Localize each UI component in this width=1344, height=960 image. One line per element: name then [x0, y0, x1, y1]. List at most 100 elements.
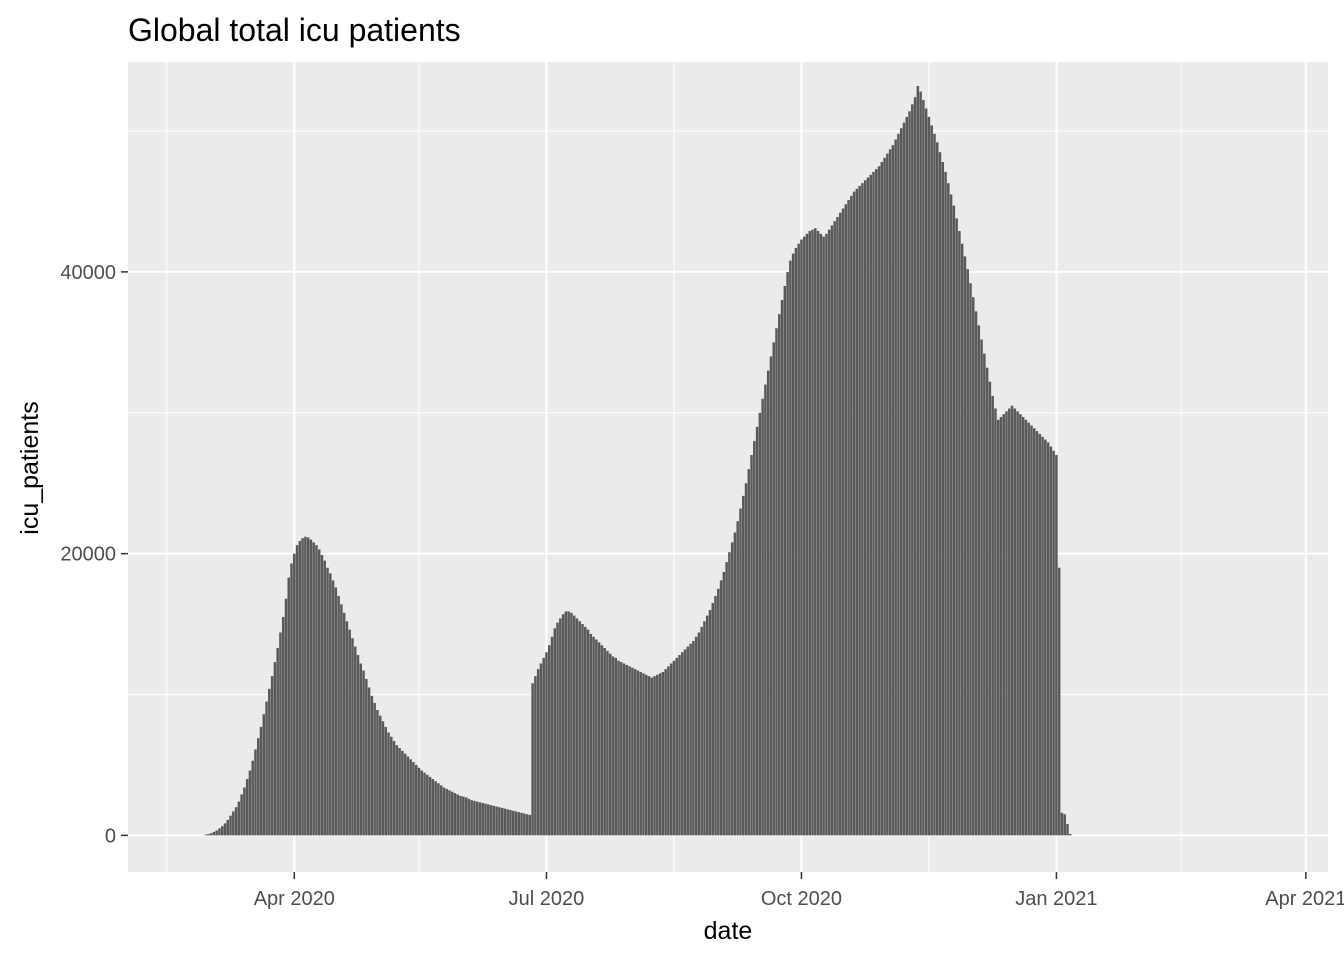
bar — [234, 807, 238, 836]
x-tick-label: Oct 2020 — [761, 888, 842, 910]
bar — [972, 297, 975, 836]
bar — [744, 483, 748, 836]
bar — [733, 532, 737, 836]
bar — [983, 353, 986, 836]
bar — [251, 760, 254, 836]
bar — [431, 779, 435, 836]
bar — [1038, 433, 1042, 836]
bar — [1046, 442, 1050, 836]
bar — [858, 185, 861, 836]
bar — [362, 670, 365, 836]
bar — [559, 618, 562, 836]
bar — [462, 796, 465, 836]
bar — [850, 195, 853, 836]
bar — [273, 662, 277, 836]
bar — [935, 142, 939, 836]
bar — [542, 657, 545, 836]
bar — [1060, 812, 1064, 836]
bar — [489, 805, 493, 836]
bar — [642, 673, 645, 836]
bar — [365, 679, 368, 836]
bar — [345, 621, 349, 836]
bar — [891, 145, 895, 836]
bar — [265, 701, 268, 836]
bar — [963, 256, 967, 836]
bar — [658, 673, 662, 836]
bar — [758, 412, 762, 836]
bar — [947, 183, 950, 836]
bar — [711, 602, 714, 836]
bar — [996, 419, 1000, 836]
bar — [545, 652, 548, 836]
bar — [337, 595, 340, 836]
bar — [833, 221, 836, 836]
bar — [575, 618, 579, 836]
bar — [564, 611, 568, 836]
bar — [1069, 833, 1072, 836]
bar — [293, 553, 296, 836]
bar — [1008, 408, 1011, 836]
bar — [841, 208, 845, 836]
bar — [1019, 414, 1022, 836]
bar — [553, 628, 557, 836]
bar — [331, 580, 335, 836]
bar — [783, 285, 787, 836]
bar — [1052, 450, 1055, 836]
bar — [359, 663, 363, 836]
bar — [631, 667, 634, 836]
bar — [852, 191, 856, 836]
bar — [592, 636, 595, 836]
bar — [309, 539, 313, 836]
bar — [498, 807, 501, 836]
bar — [700, 626, 703, 836]
bar — [406, 756, 410, 836]
bar — [1024, 419, 1028, 836]
bar — [487, 804, 490, 836]
bar — [636, 670, 640, 836]
bar — [207, 833, 210, 836]
bar — [434, 781, 437, 836]
bar — [348, 629, 351, 836]
bar — [694, 636, 698, 836]
bar — [589, 633, 593, 836]
bar — [475, 801, 479, 836]
bar — [1021, 416, 1025, 836]
bar — [597, 642, 601, 836]
bar — [761, 398, 764, 836]
bar — [511, 810, 515, 836]
bar — [924, 108, 928, 836]
bar — [445, 788, 448, 836]
bar — [827, 229, 831, 836]
bar — [938, 152, 942, 836]
bar — [775, 328, 778, 836]
bar — [639, 671, 642, 836]
bar — [284, 598, 288, 836]
bar — [390, 736, 393, 836]
bar — [794, 247, 798, 836]
bar — [595, 639, 598, 836]
bar — [836, 216, 839, 836]
bar — [1013, 408, 1017, 836]
bar — [789, 260, 792, 836]
bar — [911, 104, 914, 836]
bar — [268, 688, 271, 836]
bar — [320, 555, 324, 836]
bar — [919, 91, 922, 836]
bar — [548, 645, 551, 836]
bar — [958, 231, 961, 836]
bar — [270, 676, 274, 836]
bar — [603, 648, 606, 836]
bar — [800, 239, 803, 836]
bar — [625, 664, 629, 836]
bar — [459, 795, 462, 836]
bar — [334, 587, 338, 836]
bar — [714, 595, 717, 836]
bar — [495, 806, 498, 836]
bar — [791, 253, 795, 836]
bar — [725, 562, 728, 836]
bar — [1063, 814, 1066, 836]
bar — [351, 638, 354, 836]
bar — [442, 787, 446, 836]
bar — [994, 408, 997, 836]
